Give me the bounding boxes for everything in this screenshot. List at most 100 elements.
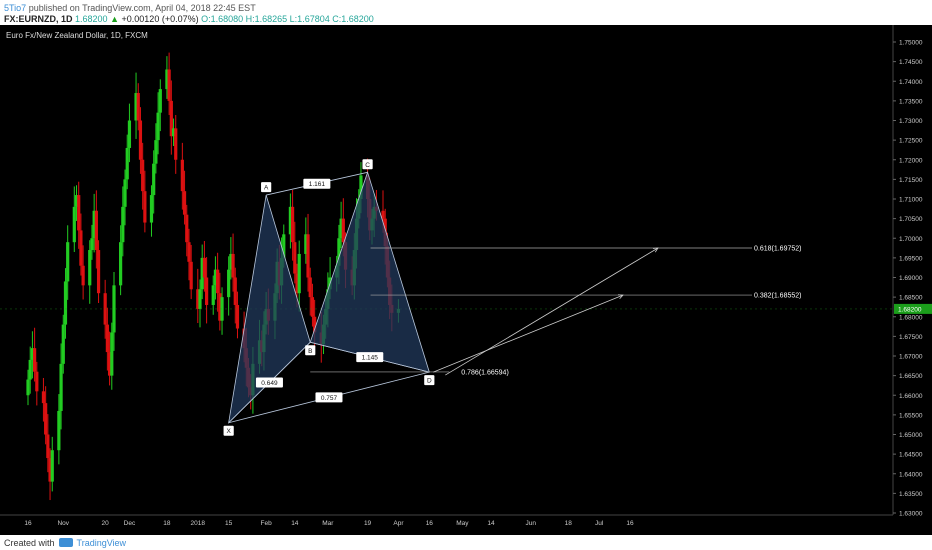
candle-body (79, 230, 83, 266)
ratio-label: 0.757 (321, 395, 338, 402)
candle-body (233, 277, 237, 305)
time-tick-label: Apr (393, 520, 404, 527)
candle-body (90, 238, 94, 251)
chart-panel[interactable]: 1.75000 1.74500 1.74000 1.73500 1.73000 1.725… (0, 25, 932, 535)
point-label: B (308, 348, 312, 355)
candle-body (127, 120, 132, 148)
candle-body (123, 179, 127, 207)
candle-body (57, 410, 61, 451)
candle-body (202, 257, 206, 278)
fib-level-label: 0.618(1.69752) (754, 245, 801, 252)
candle-body (134, 93, 138, 121)
candle-body (310, 297, 315, 317)
candle-body (291, 206, 295, 243)
candle-body (30, 348, 35, 360)
candle-body (33, 348, 37, 372)
candle-body (282, 234, 286, 258)
candle-body (304, 234, 308, 254)
time-tick-label: 19 (364, 520, 372, 527)
price-tick-label: 1.65000 (899, 432, 923, 439)
time-tick-label: May (456, 520, 469, 527)
candle-body (182, 191, 187, 215)
candle-body (48, 458, 52, 482)
candle-body (231, 253, 235, 278)
publish-text: published on TradingView.com, April 04, … (28, 3, 256, 13)
candle-body (46, 434, 50, 459)
price-chart[interactable]: 1.75000 1.74500 1.74000 1.73500 1.73000 1.725… (0, 25, 932, 535)
price-tick-label: 1.64500 (899, 452, 923, 459)
time-tick-label: Jun (525, 520, 536, 527)
candle-body (143, 191, 147, 223)
chart-title: Euro Fx/New Zealand Dollar, 1D, FXCM (6, 31, 148, 40)
candle-body (136, 93, 140, 121)
candle-body (66, 242, 70, 282)
time-tick-label: 18 (163, 520, 171, 527)
author-link[interactable]: 5Tio7 (4, 3, 27, 13)
ratio-label: 1.145 (362, 355, 379, 362)
price-change: +0.00120 (+0.07%) (121, 14, 199, 24)
price-tick-label: 1.73000 (899, 118, 923, 125)
close-price: 1.68200 (75, 14, 108, 24)
candle-body (308, 277, 312, 298)
candle-body (125, 147, 129, 180)
point-label: D (427, 378, 432, 385)
candle-body (200, 257, 204, 290)
candle-body (196, 289, 200, 309)
candle-body (174, 128, 178, 160)
time-tick-label: 2018 (191, 520, 206, 527)
time-tick-label: Dec (124, 520, 136, 527)
candle-body (213, 269, 218, 286)
price-tick-label: 1.68000 (899, 314, 923, 321)
price-tick-label: 1.73500 (899, 98, 923, 105)
point-label: A (264, 185, 269, 192)
time-tick-label: 14 (487, 520, 495, 527)
price-tick-label: 1.63000 (899, 511, 923, 518)
ratio-label-box (255, 377, 283, 388)
candle-body (293, 242, 297, 274)
candle-body (313, 316, 317, 333)
candle-body (141, 159, 145, 192)
price-tick-label: 1.66500 (899, 373, 923, 380)
candle-body (35, 371, 39, 392)
candle-body (121, 206, 125, 243)
candle-body (50, 450, 54, 482)
candle-body (341, 218, 345, 243)
point-label-box (424, 375, 435, 386)
candle-body (96, 250, 101, 294)
candle-body (229, 253, 233, 270)
ratio-label-box (303, 178, 331, 189)
candle-body (337, 238, 341, 266)
candle-body (74, 195, 79, 207)
last-price-label: 1.68200 (898, 306, 922, 313)
candle-body (152, 163, 156, 196)
candle-body (381, 210, 385, 219)
chart-background (0, 25, 932, 535)
candle-body (77, 195, 81, 231)
candle-body (44, 403, 48, 435)
candle-body (297, 253, 301, 294)
symbol-label: FX:EURNZD, 1D (4, 14, 73, 24)
candle-body (105, 324, 109, 353)
candle-body (138, 120, 143, 160)
change-up-icon: ▲ (110, 14, 120, 24)
time-tick-label: Jul (595, 520, 604, 527)
ohlc-values: O:1.68080 H:1.68265 L:1.67804 C:1.68200 (201, 14, 374, 24)
candle-body (149, 195, 154, 223)
price-tick-label: 1.71500 (899, 177, 923, 184)
price-tick-label: 1.71000 (899, 197, 923, 204)
candle-body (81, 265, 85, 286)
price-tick-label: 1.75000 (899, 40, 923, 47)
candle-body (295, 273, 299, 294)
candle-body (119, 242, 123, 286)
price-tick-label: 1.67500 (899, 334, 923, 341)
candle-body (185, 214, 189, 243)
candle-body (198, 289, 202, 309)
price-tick-label: 1.68500 (899, 295, 923, 302)
candle-body (171, 128, 176, 137)
price-tick-label: 1.64000 (899, 471, 923, 478)
tradingview-logo[interactable]: TradingView (58, 538, 126, 548)
point-label-box (261, 182, 272, 193)
symbol-info: FX:EURNZD, 1D 1.68200 ▲ +0.00120 (+0.07%… (4, 14, 374, 24)
candle-body (187, 242, 191, 262)
projection-arrow-head (617, 294, 624, 300)
